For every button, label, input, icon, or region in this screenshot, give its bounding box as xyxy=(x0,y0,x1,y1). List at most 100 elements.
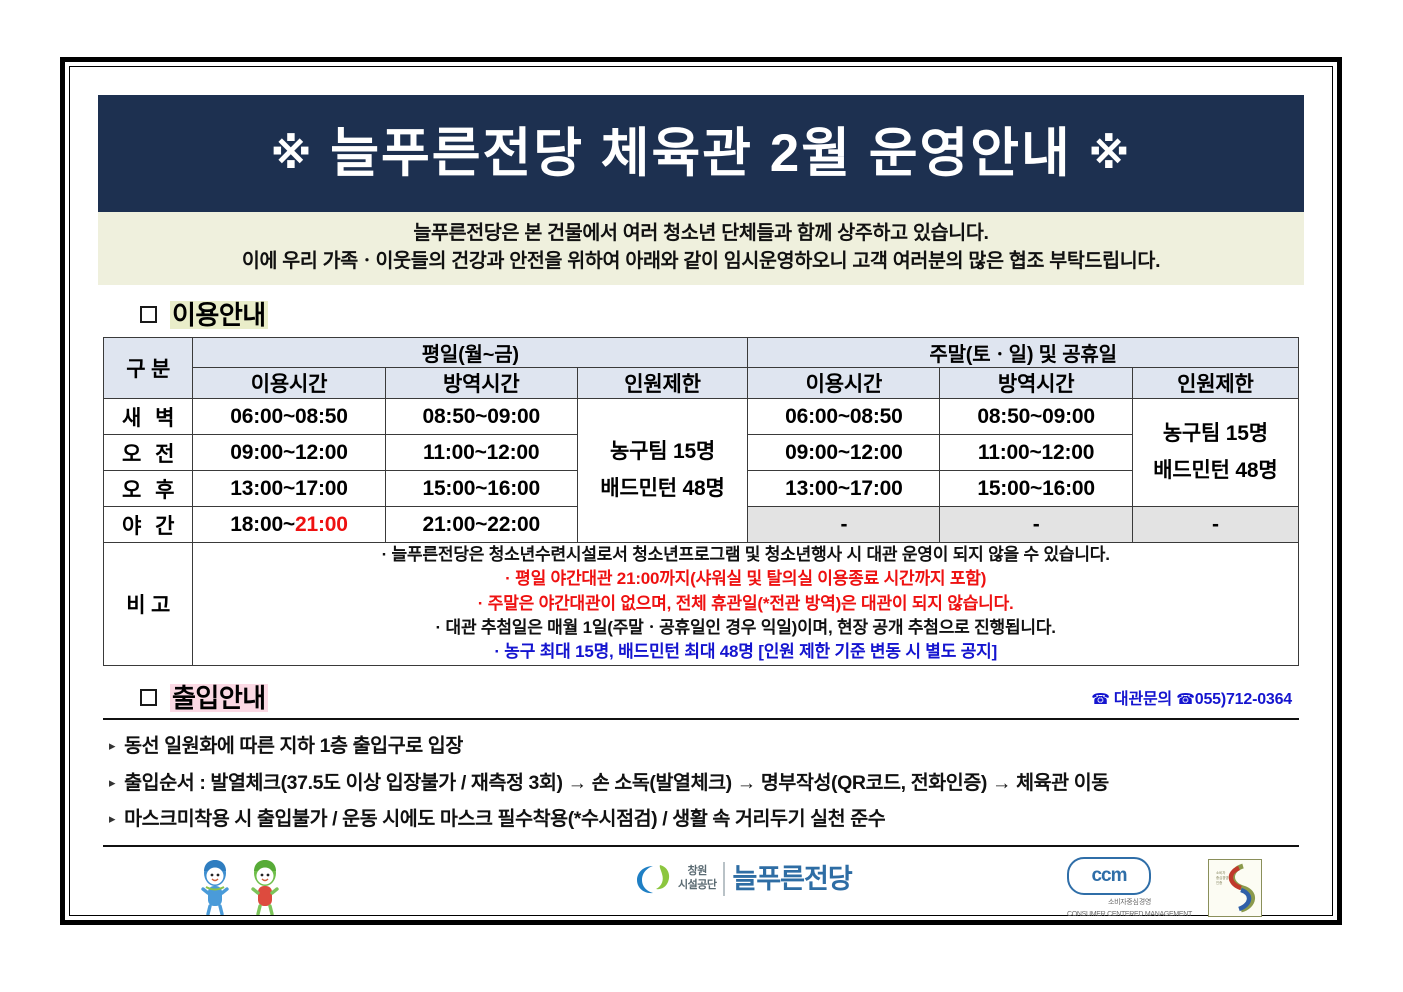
remark-line: · 평일 야간대관 21:00까지(샤워실 및 탈의실 이용종료 시간까지 포함… xyxy=(505,569,987,589)
certification-mark-icon: 소비자 중심경영 인증 xyxy=(1208,859,1262,918)
weekend-capacity-line-2: 배드민턴 48명 xyxy=(1153,458,1278,482)
org-line-2: 시설공단 xyxy=(678,879,717,892)
cell-weekend-use-afternoon: 13:00~17:00 xyxy=(747,470,941,508)
group-header-weekday: 평일(월~금) xyxy=(192,337,749,369)
entrance-guide-box: ▸ 동선 일원화에 따른 지하 1층 출입구로 입장 ▸ 출입순서 : 발열체크… xyxy=(103,718,1299,848)
asterisk-mark-left-icon: ※ xyxy=(270,130,314,177)
intro-line-1: 늘푸른전당은 본 건물에서 여러 청소년 단체들과 함께 상주하고 있습니다. xyxy=(413,222,989,244)
mascot-blue-icon xyxy=(201,860,229,916)
remark-line: · 주말은 야간대관이 없으며, 전체 휴관일(*전관 방역)은 대관이 되지 … xyxy=(477,593,1014,613)
cell-weekend-clean-night: - xyxy=(939,506,1133,544)
poster-title-bar: ※ 늘푸른전당 체육관 2월 운영안내 ※ xyxy=(98,95,1304,212)
night-use-plain: 18:00~ xyxy=(230,512,295,536)
group-header-weekend: 주말(토ㆍ일) 및 공휴일 xyxy=(747,337,1299,369)
arrow-bullet-icon: ▸ xyxy=(109,810,116,826)
table-row: 오 후 13:00~17:00 15:00~16:00 13:00~17:00 … xyxy=(102,470,1299,508)
intro-line-2: 이에 우리 가족ㆍ이웃들의 건강과 안전을 위하여 아래와 같이 임시운영하오니… xyxy=(241,250,1161,273)
contact-phone-number[interactable]: 055)712-0364 xyxy=(1194,691,1292,709)
weekend-capacity-line-1: 농구팀 15명 xyxy=(1162,421,1268,445)
changwon-org-text: 창원 시설공단 xyxy=(678,865,717,893)
weekday-capacity-line-1: 농구팀 15명 xyxy=(609,439,716,463)
cell-weekday-clean-morning: 11:00~12:00 xyxy=(384,434,578,472)
cell-weekend-clean-morning: 11:00~12:00 xyxy=(939,434,1133,472)
row-label-dawn: 새 벽 xyxy=(102,398,194,436)
subheader-weekday-cleantime: 방역시간 xyxy=(384,367,578,400)
poster-outer-frame: ※ 늘푸른전당 체육관 2월 운영안내 ※ 늘푸른전당은 본 건물에서 여러 청… xyxy=(60,57,1342,925)
cell-weekend-clean-afternoon: 15:00~16:00 xyxy=(939,470,1133,508)
org-line-1: 창원 xyxy=(687,865,708,878)
cell-weekend-use-morning: 09:00~12:00 xyxy=(747,434,941,472)
remark-line: · 농구 최대 15명, 배드민턴 최대 48명 [인원 제한 기준 변동 시 … xyxy=(494,642,998,662)
remark-line: · 늘푸른전당은 청소년수련시설로서 청소년프로그램 및 청소년행사 시 대관 … xyxy=(381,545,1110,565)
arrow-bullet-icon: ▸ xyxy=(109,738,116,754)
page-title-text: 늘푸른전당 체육관 2월 운영안내 xyxy=(330,124,1072,183)
cell-weekend-use-night: - xyxy=(747,506,941,544)
ccm-sub-line-1: 소비자중심경영 xyxy=(1108,899,1151,907)
changwon-swirl-icon xyxy=(637,865,670,894)
cell-weekend-use-dawn: 06:00~08:50 xyxy=(747,398,941,436)
cell-weekday-use-afternoon: 13:00~17:00 xyxy=(192,470,386,508)
cell-weekday-capacity: 농구팀 15명 배드민턴 48명 xyxy=(576,398,749,544)
remark-body: · 늘푸른전당은 청소년수련시설로서 청소년프로그램 및 청소년행사 시 대관 … xyxy=(192,542,1299,666)
cell-weekday-use-night: 18:00~21:00 xyxy=(192,506,386,544)
entrance-guide-text: 마스크미착용 시 출입불가 / 운동 시에도 마스크 필수착용(*수시점검) /… xyxy=(124,807,886,830)
remark-label: 비 고 xyxy=(102,542,194,666)
table-remarks-row: 비 고 · 늘푸른전당은 청소년수련시설로서 청소년프로그램 및 청소년행사 시… xyxy=(102,542,1299,666)
row-label-afternoon: 오 후 xyxy=(102,470,194,508)
cell-weekend-capacity-night: - xyxy=(1131,506,1300,544)
mascot-group xyxy=(193,859,287,916)
cell-weekday-use-dawn: 06:00~08:50 xyxy=(192,398,386,436)
subheader-weekend-capacity: 인원제한 xyxy=(1131,367,1300,400)
weekday-capacity-line-2: 배드민턴 48명 xyxy=(600,476,725,500)
ccm-label: ccm xyxy=(1067,857,1151,896)
cell-weekday-use-morning: 09:00~12:00 xyxy=(192,434,386,472)
svg-text:중심경영: 중심경영 xyxy=(1216,875,1228,880)
entrance-heading-row: 출입안내 ☎ 대관문의 ☎055)712-0364 xyxy=(98,684,1304,713)
table-corner-label: 구 분 xyxy=(102,337,194,400)
footer-logo-strip: 창원 시설공단 늘푸른전당 ccm 소비자중심경영 CONSUMER CENTE… xyxy=(98,853,1304,949)
poster-body: ※ 늘푸른전당 체육관 2월 운영안내 ※ 늘푸른전당은 본 건물에서 여러 청… xyxy=(70,67,1332,918)
certification-logo-group: ccm 소비자중심경영 CONSUMER CENTERED MANAGEMENT… xyxy=(1067,857,1262,919)
cell-weekday-clean-afternoon: 15:00~16:00 xyxy=(384,470,578,508)
row-label-night: 야 간 xyxy=(102,506,194,544)
brand-name-label: 늘푸른전당 xyxy=(732,863,852,894)
subheader-weekday-usetime: 이용시간 xyxy=(192,367,386,400)
svg-text:소비자: 소비자 xyxy=(1216,870,1226,875)
entrance-heading-label: 출입안내 xyxy=(170,682,268,713)
entrance-guide-item: ▸ 마스크미착용 시 출입불가 / 운동 시에도 마스크 필수착용(*수시점검)… xyxy=(103,801,1299,837)
entrance-guide-text: 출입순서 : 발열체크(37.5도 이상 입장불가 / 재측정 3회) → 손 … xyxy=(124,771,1109,794)
table-sub-header-row: 이용시간 방역시간 인원제한 이용시간 방역시간 인원제한 xyxy=(104,367,1300,400)
square-outline-icon xyxy=(140,689,157,707)
night-use-red: 21:00 xyxy=(295,512,348,536)
asterisk-mark-right-icon: ※ xyxy=(1088,130,1132,177)
usage-schedule-table: 구 분 평일(월~금) 주말(토ㆍ일) 및 공휴일 이용시간 방역시간 인원제한… xyxy=(102,337,1300,666)
usage-section-heading: 이용안내 xyxy=(140,299,1304,330)
poster-inner-frame: ※ 늘푸른전당 체육관 2월 운영안내 ※ 늘푸른전당은 본 건물에서 여러 청… xyxy=(69,66,1333,918)
svg-text:인증: 인증 xyxy=(1216,880,1222,885)
ccm-logo: ccm 소비자중심경영 CONSUMER CENTERED MANAGEMENT xyxy=(1067,857,1192,919)
entrance-guide-item: ▸ 동선 일원화에 따른 지하 1층 출입구로 입장 xyxy=(103,728,1299,764)
table-row: 새 벽 06:00~08:50 08:50~09:00 농구팀 15명 배드민턴… xyxy=(102,398,1300,544)
cell-weekday-clean-dawn: 08:50~09:00 xyxy=(384,398,578,436)
telephone-icon: ☎ xyxy=(1091,691,1110,709)
subheader-weekend-cleantime: 방역시간 xyxy=(939,367,1133,400)
square-outline-icon xyxy=(140,306,157,324)
subheader-weekday-capacity: 인원제한 xyxy=(576,367,749,400)
cell-weekend-clean-dawn: 08:50~09:00 xyxy=(939,398,1133,436)
contact-prefix-label: 대관문의 xyxy=(1113,691,1173,709)
rental-contact: ☎ 대관문의 ☎055)712-0364 xyxy=(1091,685,1292,712)
cell-weekend-capacity: 농구팀 15명 배드민턴 48명 xyxy=(1131,398,1300,508)
telephone-icon: ☎ xyxy=(1176,691,1195,709)
ccm-sub-line-2: CONSUMER CENTERED MANAGEMENT xyxy=(1067,911,1192,919)
table-row: 오 전 09:00~12:00 11:00~12:00 09:00~12:00 … xyxy=(102,434,1299,472)
entrance-guide-text: 동선 일원화에 따른 지하 1층 출입구로 입장 xyxy=(124,735,463,758)
logo-divider xyxy=(723,862,726,897)
mascot-green-icon xyxy=(251,860,279,916)
intro-band: 늘푸른전당은 본 건물에서 여러 청소년 단체들과 함께 상주하고 있습니다. … xyxy=(98,212,1304,285)
table-group-header-row: 구 분 평일(월~금) 주말(토ㆍ일) 및 공휴일 xyxy=(102,337,1299,400)
organization-logo: 창원 시설공단 늘푸른전당 xyxy=(635,861,853,897)
arrow-bullet-icon: ▸ xyxy=(109,774,116,790)
row-label-morning: 오 전 xyxy=(102,434,194,472)
usage-heading-label: 이용안내 xyxy=(170,299,268,330)
entrance-section-heading: 출입안내 xyxy=(140,684,268,713)
